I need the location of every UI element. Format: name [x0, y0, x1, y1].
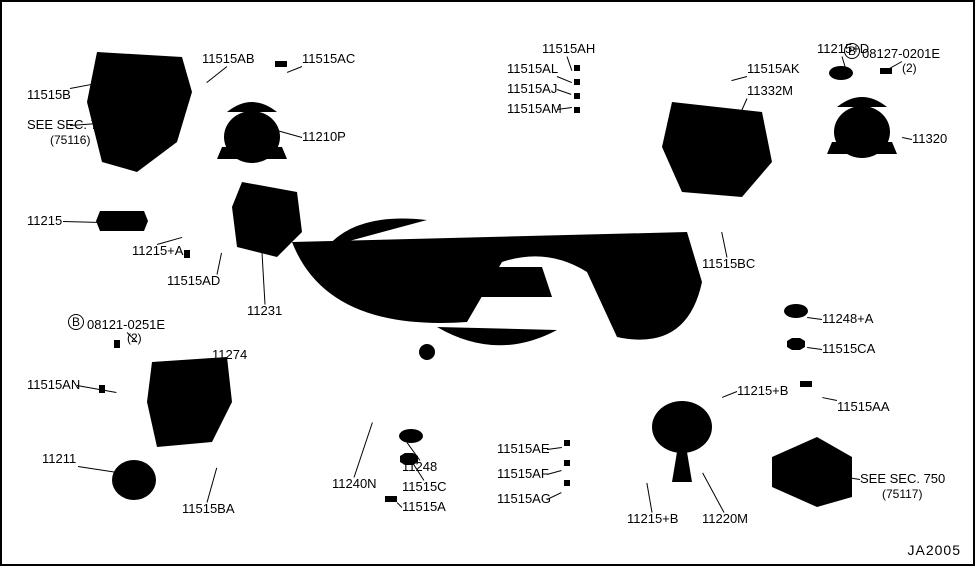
- part-label: 11515B: [27, 88, 71, 102]
- part-label: 11231: [247, 304, 282, 318]
- parts-diagram: 11515BSEE SEC. 750(75116)1121511515AB115…: [0, 0, 975, 566]
- leader-line: [63, 221, 102, 223]
- leader-line: [732, 76, 747, 81]
- part-label: 11515AF: [497, 467, 549, 481]
- nut: [784, 337, 808, 353]
- part-label: 11220M: [702, 512, 748, 526]
- washer: [782, 302, 812, 322]
- part-label: 11515AB: [202, 52, 255, 66]
- leader-line: [822, 397, 837, 401]
- bolt: [792, 377, 822, 407]
- part-label: 11515BC: [702, 257, 755, 271]
- part-label: 11320: [912, 132, 947, 146]
- part-label: 11515A: [402, 500, 446, 514]
- part-label: 11515AJ: [507, 82, 557, 96]
- bolt-row: [562, 437, 632, 497]
- bolt-row: [572, 62, 722, 117]
- part-label: 11215+B: [627, 512, 678, 526]
- part-label: 11515AN: [27, 378, 80, 392]
- leader-line: [353, 422, 372, 477]
- part-label: 11515AE: [497, 442, 550, 456]
- circled-marker: B: [68, 314, 84, 330]
- part-label: 11515C: [402, 480, 447, 494]
- part-label: 11215+B: [737, 384, 788, 398]
- part-label: 11248+A: [822, 312, 873, 326]
- bolt: [182, 247, 232, 261]
- leader-line: [557, 76, 572, 83]
- washer: [397, 427, 425, 445]
- part-label: 08127-0201E: [862, 47, 940, 61]
- leader-line: [547, 470, 562, 475]
- crossmember: [287, 202, 707, 402]
- part-label: 11240N: [332, 477, 377, 491]
- part-label: 11248: [402, 460, 437, 474]
- part-label: 11515AM: [507, 102, 562, 116]
- part-label: SEE SEC. 750: [860, 472, 945, 486]
- bracket: [142, 352, 237, 452]
- part-label: 11515AK: [747, 62, 800, 76]
- diagram-id: JA2005: [908, 542, 961, 558]
- part-label: (75117): [882, 488, 922, 501]
- part-label: (75116): [50, 134, 90, 147]
- part-label: 11515AH: [542, 42, 595, 56]
- engine-insulator: [822, 92, 912, 172]
- leader-line: [207, 467, 218, 502]
- part-label: 11515BA: [182, 502, 235, 516]
- part-label: 11211: [42, 452, 76, 466]
- leader-line: [807, 347, 822, 350]
- washer: [827, 64, 853, 82]
- part-label: 11274: [212, 348, 247, 362]
- leader-line: [721, 232, 727, 257]
- part-label: 11515AG: [497, 492, 551, 506]
- part-label: (2): [902, 62, 917, 75]
- part-label: SEE SEC. 750: [27, 118, 112, 132]
- leader-line: [557, 89, 572, 95]
- bolt: [267, 57, 292, 79]
- part-label: 11215: [27, 214, 62, 228]
- part-label: 11332M: [747, 84, 793, 98]
- rear-mount: [107, 452, 162, 502]
- part-label: 11210P: [302, 130, 346, 144]
- part-label: 11515CA: [822, 342, 875, 356]
- stopper-cover: [767, 432, 857, 507]
- part-label: 11515AD: [167, 274, 220, 288]
- part-label: 11515AL: [507, 62, 558, 76]
- part-label: (2): [127, 332, 142, 345]
- part-label: 11515AC: [302, 52, 355, 66]
- circled-marker: B: [844, 43, 860, 59]
- part-label: 11215+A: [132, 244, 183, 258]
- part-label: 11515AA: [837, 400, 890, 414]
- rod-mount: [642, 397, 732, 487]
